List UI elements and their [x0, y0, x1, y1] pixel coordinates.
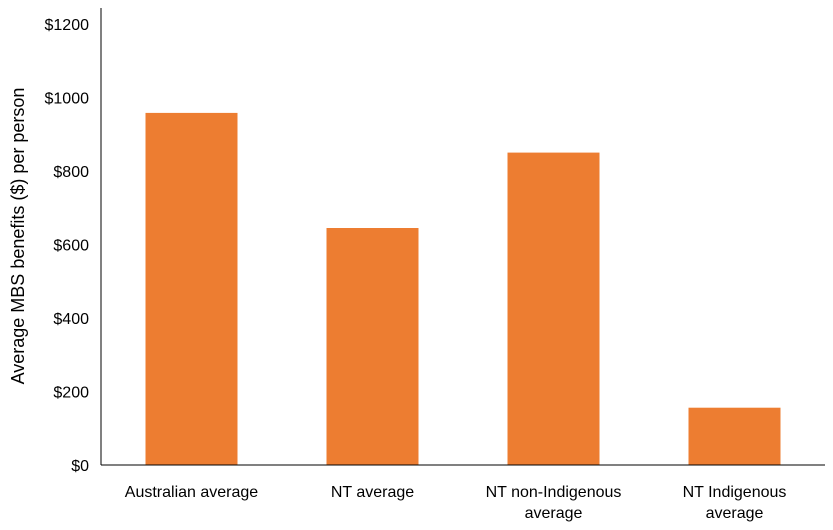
y-tick-label: $0 — [71, 458, 89, 475]
x-tick-label-line: NT non-Indigenous — [486, 484, 622, 501]
x-tick-label-3: NT non-Indigenous average — [486, 484, 622, 522]
y-tick-label: $200 — [53, 385, 89, 402]
x-tick-label-line: average — [706, 505, 764, 522]
bar-4 — [688, 407, 781, 465]
y-tick-label: $600 — [53, 238, 89, 255]
bars-group — [145, 112, 781, 466]
y-tick-label: $1000 — [45, 91, 90, 108]
y-axis-title: Average MBS benefits ($) per person — [8, 88, 28, 385]
x-tick-labels: Australian average NT average NT non-Indig… — [125, 484, 787, 522]
y-tick-labels: $0 $200 $400 $600 $800 $1000 $1200 — [45, 17, 90, 475]
bar-3 — [507, 152, 600, 465]
x-tick-label-line: NT Indigenous — [683, 484, 787, 501]
y-tick-label: $800 — [53, 164, 89, 181]
y-tick-label: $1200 — [45, 17, 90, 34]
axes-group — [100, 8, 825, 466]
x-tick-label-line: NT average — [331, 484, 414, 501]
x-tick-label-2: NT average — [331, 484, 414, 501]
y-tick-label: $400 — [53, 311, 89, 328]
bar-1 — [145, 112, 238, 466]
x-tick-label-line: average — [525, 505, 583, 522]
x-tick-label-line: Australian average — [125, 484, 259, 501]
x-tick-label-4: NT Indigenous average — [683, 484, 787, 522]
bar-2 — [326, 228, 419, 465]
x-tick-label-1: Australian average — [125, 484, 259, 501]
